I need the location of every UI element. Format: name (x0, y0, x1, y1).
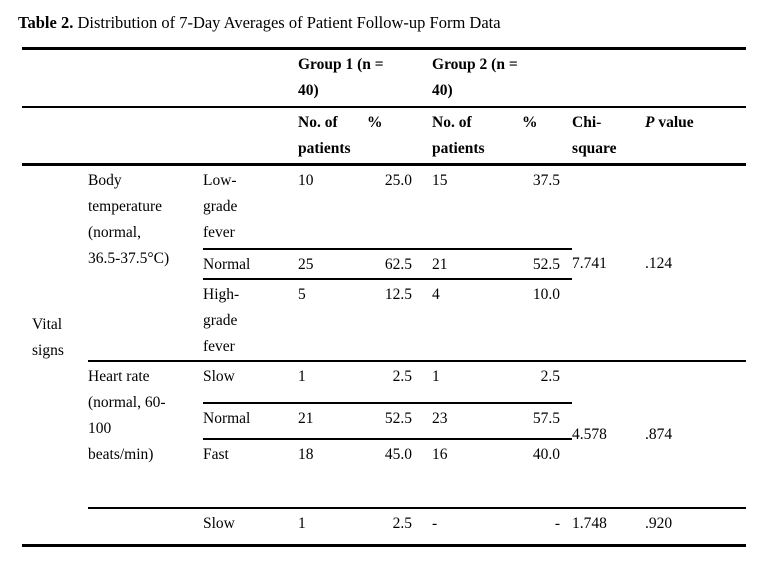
g2-pct-cell: 10.0 (532, 285, 561, 303)
empty-cell (22, 47, 88, 108)
empty-cell (22, 507, 88, 547)
g1-count-cell: 25 (298, 248, 367, 280)
empty-cell (88, 47, 203, 108)
subcategory-cell: Fast (203, 445, 229, 463)
p-value-cell: .124 (645, 254, 673, 272)
table-row: Vital signs Body temperature (normal, 36… (22, 164, 746, 359)
subcategory-cell: High- grade fever (203, 285, 240, 355)
vital-signs-group-cell: Vital signs (32, 315, 64, 359)
g2-count-cell: 16 (432, 445, 448, 463)
table-caption-label: Table 2. (18, 13, 74, 32)
table-row: Slow 1 2.5 - - 1.748 .920 (22, 506, 747, 547)
g2-pct-cell: - (522, 506, 573, 547)
data-table: Group 1 (n = 40) Group 2 (n = 40) No. of… (22, 47, 747, 547)
table-row: Fast 18 45.0 16 40.0 (22, 439, 746, 508)
g2-pct-header: % (522, 106, 573, 166)
g2-count-cell: 21 (432, 248, 523, 280)
g2-pct-cell: 57.5 (522, 402, 573, 440)
empty-cell (203, 106, 298, 166)
g1-count-cell: 1 (298, 506, 367, 547)
chi-square-header: Chi- square (572, 106, 646, 166)
g2-pct-cell: 37.5 (522, 164, 573, 250)
g1-pct-cell: 2.5 (367, 359, 433, 404)
g2-count-cell: 1 (432, 359, 523, 404)
p-value-cell: .874 (645, 359, 747, 508)
subcategory-cell: Low- grade fever (203, 164, 298, 250)
g1-count-cell: 10 (298, 164, 367, 250)
g2-pct-cell: 40.0 (532, 445, 561, 463)
g2-count-cell: 4 (432, 285, 440, 303)
empty-cell (572, 47, 646, 108)
subcategory-cell: Slow (203, 359, 298, 404)
p-value-header-rest: value (654, 113, 694, 131)
table-caption-text: Distribution of 7-Day Averages of Patien… (77, 13, 501, 32)
p-value-cell: .920 (645, 506, 747, 547)
chi-square-cell: 7.741 (572, 254, 607, 272)
empty-cell (22, 106, 88, 166)
empty-cell (645, 47, 747, 108)
vital-name-cell (88, 506, 203, 547)
g1-pct-cell: 62.5 (367, 248, 433, 280)
subcategory-cell: Slow (203, 506, 298, 547)
g1-pct-cell: 52.5 (367, 402, 433, 440)
table-row: High- grade fever 5 12.5 4 10.0 (22, 279, 746, 361)
g1-count-cell: 5 (298, 285, 306, 303)
g2-pct-cell: 52.5 (522, 248, 573, 280)
column-header-row: No. of patients % No. of patients % Chi-… (22, 106, 747, 166)
g1-count-header: No. of patients (298, 106, 367, 166)
p-value-header-italic: P (645, 113, 655, 131)
chi-square-cell: 4.578 (572, 359, 646, 508)
g1-count-cell: 21 (298, 402, 367, 440)
g1-pct-cell: 2.5 (367, 506, 433, 547)
g1-pct-header: % (367, 106, 433, 166)
chi-square-cell: 1.748 (572, 506, 646, 547)
document-page: Table 2. Distribution of 7-Day Averages … (18, 12, 764, 547)
empty-cell (88, 106, 203, 166)
heart-rate-cell: Heart rate (normal, 60- 100 beats/min) (88, 359, 203, 508)
group-header-row: Group 1 (n = 40) Group 2 (n = 40) (22, 47, 747, 108)
g2-count-header: No. of patients (432, 106, 523, 166)
empty-cell (203, 47, 298, 108)
table-caption: Table 2. Distribution of 7-Day Averages … (18, 12, 764, 34)
g2-count-cell: 15 (432, 164, 523, 250)
group1-header: Group 1 (n = 40) (298, 47, 433, 108)
table-row: Normal 21 52.5 23 57.5 (22, 402, 746, 440)
g2-count-cell: - (432, 506, 523, 547)
g2-pct-cell: 2.5 (522, 359, 573, 404)
table-row: Normal 25 62.5 21 52.5 (22, 248, 746, 280)
body-temperature-cell: Body temperature (normal, 36.5-37.5°C) (88, 172, 170, 267)
g2-count-cell: 23 (432, 402, 523, 440)
g1-pct-cell: 12.5 (384, 285, 413, 303)
subcategory-cell: Normal (203, 402, 298, 440)
g1-count-cell: 1 (298, 359, 367, 404)
g1-pct-cell: 45.0 (384, 445, 413, 463)
g1-pct-cell: 25.0 (367, 164, 433, 250)
subcategory-cell: Normal (203, 248, 298, 280)
p-value-header: P value (645, 106, 747, 166)
group2-header: Group 2 (n = 40) (432, 47, 573, 108)
g1-count-cell: 18 (298, 445, 314, 463)
table-row: Heart rate (normal, 60- 100 beats/min) S… (22, 359, 747, 508)
